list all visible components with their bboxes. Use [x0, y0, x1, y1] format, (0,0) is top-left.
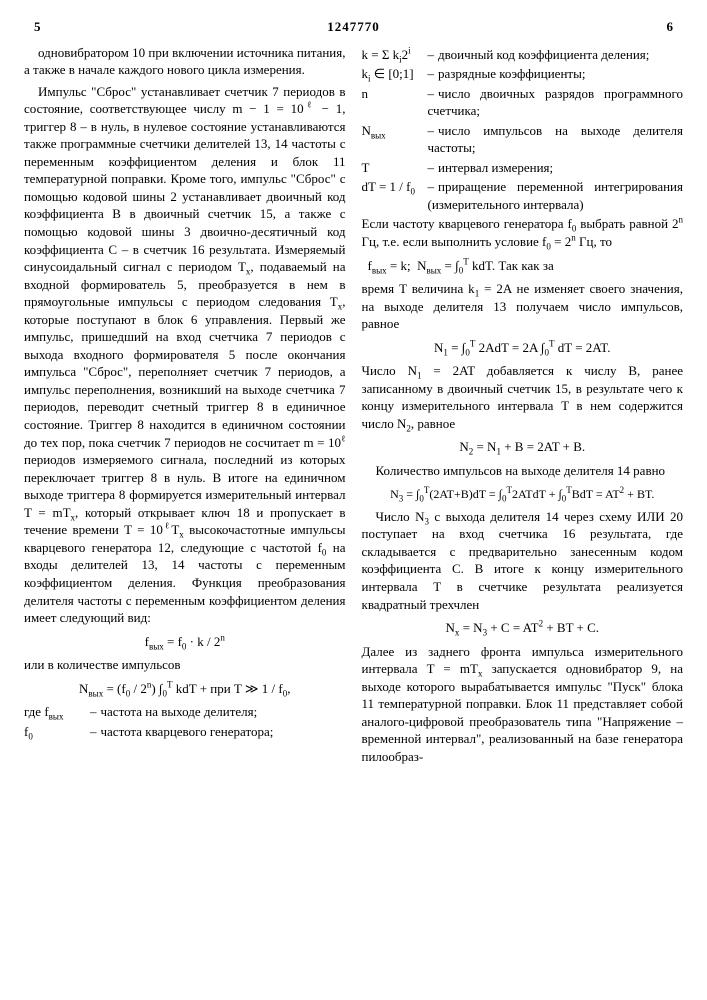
patent-number: 1247770 — [327, 18, 380, 36]
body-text: одновибратором 10 при включении источник… — [24, 44, 346, 79]
body-text: Импульс "Сброс" устанавливает счетчик 7 … — [24, 83, 346, 627]
formula: Nx = N3 + C = AT2 + BT + C. — [362, 619, 684, 637]
body-text: или в количестве импульсов — [24, 656, 346, 674]
definition-term: dT = 1 / f0 — [362, 178, 422, 213]
definition-term: где fвых — [24, 703, 84, 721]
definition-row: n–число двоичных разрядов программного с… — [362, 85, 684, 120]
definition-row: dT = 1 / f0–приращение переменной интегр… — [362, 178, 684, 213]
body-text: Количество импульсов на выходе делителя … — [362, 462, 684, 480]
definition-term: ki ∈ [0;1] — [362, 65, 422, 83]
definition-desc: –двоичный код коэффициента деления; — [428, 46, 684, 64]
definition-list: где fвых –частота на выходе делителя; f0 –ч… — [24, 703, 346, 740]
definition-term: k = Σ ki2i — [362, 46, 422, 64]
definition-row: Nвых–число импульсов на выходе делителя … — [362, 122, 684, 157]
definition-row: ki ∈ [0;1] –разрядные коэффициенты; — [362, 65, 684, 83]
definition-desc: –частота на выходе делителя; — [90, 703, 346, 721]
formula: N2 = N1 + B = 2AT + B. — [362, 438, 684, 456]
definition-row: k = Σ ki2i –двоичный код коэффициента дел… — [362, 46, 684, 64]
body-text: Если частоту кварцевого генератора f0 вы… — [362, 215, 684, 250]
formula: fвых = k; Nвых = ∫0T kdT. Так как за — [368, 257, 684, 275]
definition-row: f0 –частота кварцевого генератора; — [24, 723, 346, 741]
definition-desc: –число импульсов на выходе делителя част… — [428, 122, 684, 157]
definition-row: где fвых –частота на выходе делителя; — [24, 703, 346, 721]
right-column: k = Σ ki2i –двоичный код коэффициента дел… — [362, 44, 684, 770]
page-number-right: 6 — [633, 18, 673, 36]
definition-desc: –интервал измерения; — [428, 159, 684, 177]
body-text: Далее из заднего фронта импульса измерит… — [362, 643, 684, 766]
definition-term: n — [362, 85, 422, 120]
definition-row: T –интервал измерения; — [362, 159, 684, 177]
definition-term: f0 — [24, 723, 84, 741]
definition-desc: –приращение переменной интегрирования (и… — [428, 178, 684, 213]
body-text: Число N1 = 2AT добавляется к числу B, ра… — [362, 362, 684, 432]
definition-desc: –число двоичных разрядов программного сч… — [428, 85, 684, 120]
text-columns: одновибратором 10 при включении источник… — [24, 44, 683, 770]
definition-desc: –частота кварцевого генератора; — [90, 723, 346, 741]
body-text: время T величина k1 = 2A не изменяет сво… — [362, 280, 684, 333]
definition-desc: –разрядные коэффициенты; — [428, 65, 684, 83]
body-text: Число N3 с выхода делителя 14 через схем… — [362, 508, 684, 613]
formula: N3 = ∫0T(2AT+B)dT = ∫0T2ATdT + ∫0TBdT = … — [362, 486, 684, 502]
formula: N1 = ∫0T 2AdT = 2A ∫0T dT = 2AT. — [362, 339, 684, 357]
left-column: одновибратором 10 при включении источник… — [24, 44, 346, 770]
formula: fвых = f0 · k / 2n — [24, 633, 346, 651]
definition-list: k = Σ ki2i –двоичный код коэффициента дел… — [362, 46, 684, 214]
definition-term: Nвых — [362, 122, 422, 157]
formula: Nвых = (f0 / 2n) ∫0T kdT + при T ≫ 1 / f… — [24, 680, 346, 698]
definition-term: T — [362, 159, 422, 177]
page-number-left: 5 — [34, 18, 74, 36]
